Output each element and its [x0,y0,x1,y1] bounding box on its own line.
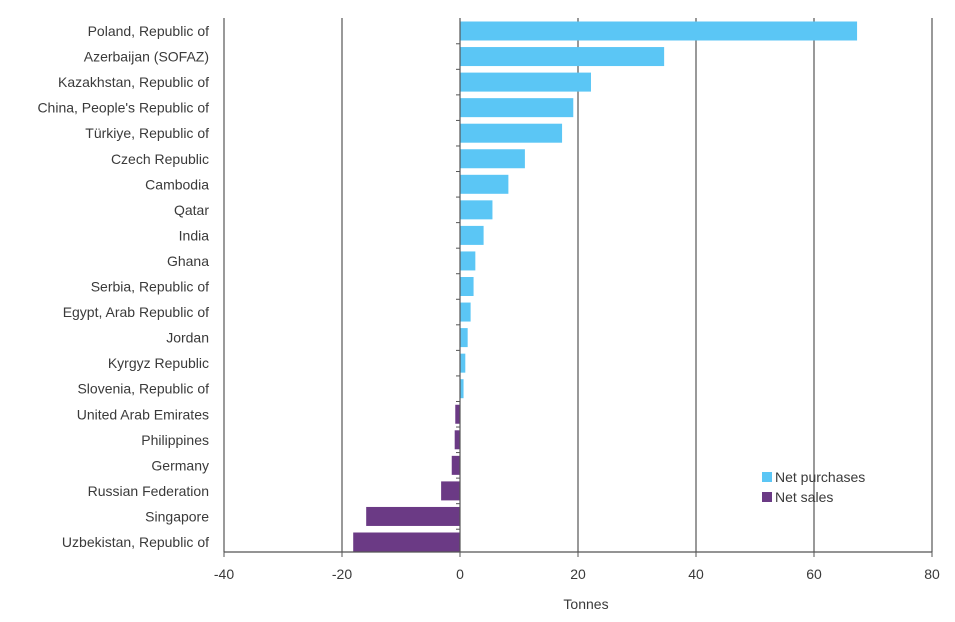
bar-6 [460,174,509,194]
category-label-2: Kazakhstan, Republic of [58,74,209,90]
legend-label-net-sales: Net sales [775,489,833,505]
grid-lines [223,18,933,552]
category-label-19: Singapore [145,508,209,524]
x-tick-label-5: 60 [806,566,822,582]
legend: Net purchases Net sales [762,469,865,505]
x-tick-label-4: 40 [688,566,704,582]
category-label-12: Jordan [166,330,209,346]
category-label-14: Slovenia, Republic of [77,381,209,397]
category-label-15: United Arab Emirates [77,406,209,422]
bar-19 [366,506,460,526]
category-label-1: Azerbaijan (SOFAZ) [84,49,209,65]
category-label-9: Ghana [167,253,209,269]
bar-3 [460,98,574,118]
x-tick-label-0: -40 [214,566,234,582]
x-tick-label-3: 20 [570,566,586,582]
x-tick-label-2: 0 [456,566,464,582]
category-label-18: Russian Federation [88,483,209,499]
legend-swatch-net-purchases [762,472,772,482]
x-tick-label-6: 80 [924,566,940,582]
category-label-20: Uzbekistan, Republic of [62,534,209,550]
bar-1 [460,47,665,67]
x-axis: -40 -20 0 20 40 60 80 [214,18,940,582]
bar-11 [460,302,471,322]
category-label-10: Serbia, Republic of [91,279,209,295]
category-label-4: Türkiye, Republic of [85,125,209,141]
category-label-5: Czech Republic [111,151,209,167]
bar-20 [353,532,460,552]
category-label-16: Philippines [141,432,209,448]
bar-16 [454,430,460,450]
category-label-7: Qatar [174,202,209,218]
legend-swatch-net-sales [762,492,772,502]
category-label-6: Cambodia [145,176,209,192]
category-label-13: Kyrgyz Republic [108,355,209,371]
bar-0 [460,21,858,41]
bar-4 [460,123,563,143]
bar-2 [460,72,591,92]
bars [353,21,858,552]
category-label-0: Poland, Republic of [88,23,210,39]
x-axis-title: Tonnes [563,596,608,612]
legend-label-net-purchases: Net purchases [775,469,865,485]
category-label-8: India [179,227,210,243]
x-tick-label-1: -20 [332,566,352,582]
bar-12 [460,328,468,348]
category-label-3: China, People's Republic of [37,100,209,116]
category-labels: Poland, Republic of Azerbaijan (SOFAZ) Kaz… [37,23,209,550]
bar-9 [460,251,476,271]
bar-17 [451,455,460,475]
bar-10 [460,277,474,296]
bar-15 [455,404,460,424]
category-label-11: Egypt, Arab Republic of [63,304,209,320]
bar-14 [460,379,464,399]
category-label-17: Germany [151,457,209,473]
bar-18 [441,481,460,501]
bar-13 [460,353,466,373]
bar-7 [460,200,493,220]
bar-8 [460,225,484,245]
bar-5 [460,149,525,169]
